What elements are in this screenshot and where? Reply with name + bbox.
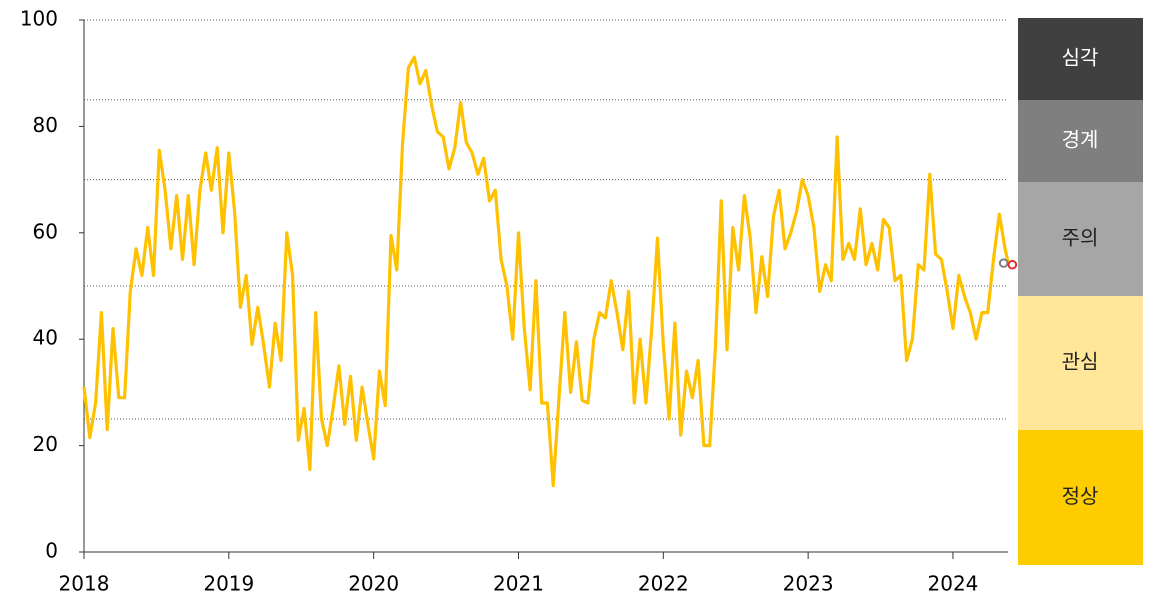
level-label: 주의	[1062, 226, 1099, 250]
level-band	[1018, 182, 1143, 296]
x-tick-label: 2019	[203, 572, 254, 596]
level-label: 정상	[1062, 484, 1099, 508]
end-marker	[1007, 259, 1018, 270]
x-tick-label: 2021	[493, 572, 544, 596]
level-band	[1018, 296, 1143, 430]
y-tick-label: 80	[33, 113, 58, 137]
level-label: 심각	[1062, 46, 1099, 70]
x-tick-label: 2024	[928, 572, 979, 596]
x-tick-label: 2018	[59, 572, 110, 596]
level-band	[1018, 18, 1143, 100]
level-label: 경계	[1062, 128, 1099, 152]
level-band	[1018, 430, 1143, 565]
level-label: 관심	[1062, 350, 1099, 374]
x-tick-label: 2023	[783, 572, 834, 596]
x-tick-label: 2022	[638, 572, 689, 596]
end-marker	[998, 258, 1009, 268]
level-band	[1018, 100, 1143, 182]
y-tick-label: 60	[33, 219, 58, 243]
y-tick-label: 20	[33, 432, 58, 456]
x-tick-label: 2020	[348, 572, 399, 596]
y-tick-label: 0	[45, 539, 58, 563]
y-tick-label: 100	[20, 7, 58, 31]
data-line	[82, 55, 1010, 488]
y-tick-label: 40	[33, 326, 58, 350]
